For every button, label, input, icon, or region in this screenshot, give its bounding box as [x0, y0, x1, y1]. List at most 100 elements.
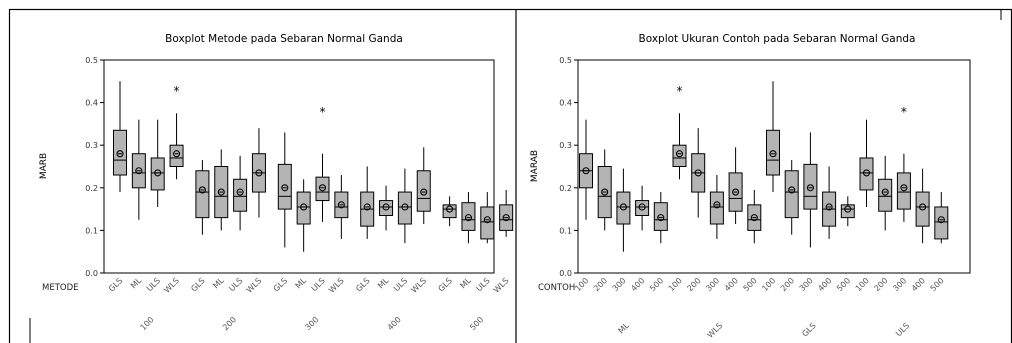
mean-symbol: [382, 203, 390, 211]
y-tick-label: 0.1: [85, 226, 98, 235]
y-tick-label: 0.2: [559, 184, 572, 193]
box: [840, 204, 855, 219]
x-tick-label: ML: [376, 276, 391, 291]
x-tick-label: 400: [629, 276, 646, 293]
x-tick-label: 200: [685, 276, 702, 293]
box: [416, 170, 431, 212]
x-tick-label: WLS: [327, 276, 346, 295]
mean-symbol: [862, 169, 871, 177]
mean-symbol: [844, 205, 852, 213]
x-tick-label: ML: [458, 276, 473, 291]
box: [195, 170, 210, 219]
x-tick-label: WLS: [492, 276, 511, 295]
group-label: GLS: [800, 321, 817, 338]
x-tick-label: ULS: [310, 276, 327, 293]
box: [803, 163, 818, 210]
group-label: ML: [616, 321, 631, 336]
x-tick-label: ML: [294, 276, 309, 291]
mean-symbol: [900, 184, 908, 192]
mean-symbol: [657, 214, 665, 222]
box: [766, 129, 780, 176]
mean-symbol: [363, 203, 371, 211]
x-tick-label: 200: [779, 276, 796, 293]
chart-title: Boxplot Ukuran Contoh pada Sebaran Norma…: [639, 33, 916, 45]
y-tick-label: 0.4: [559, 99, 572, 108]
mean-symbol: [601, 188, 609, 196]
x-tick-label: 300: [891, 276, 908, 293]
x-tick-label: 300: [611, 276, 628, 293]
x-tick-label: 500: [648, 276, 665, 293]
mean-symbol: [919, 203, 927, 211]
group-label: WLS: [706, 321, 725, 340]
mean-symbol: [825, 203, 833, 211]
mean-symbol: [713, 201, 721, 209]
outlier-marker: *: [901, 105, 907, 119]
mean-symbol: [638, 203, 646, 211]
mean-symbol: [464, 214, 473, 222]
x-tick-label: WLS: [245, 276, 264, 295]
mean-symbol: [217, 188, 225, 196]
mean-symbol: [750, 214, 758, 222]
outlier-marker: *: [677, 84, 683, 98]
mean-symbol: [116, 150, 124, 158]
plot-area: [103, 59, 495, 274]
mean-symbol: [236, 188, 244, 196]
x-tick-label: ULS: [392, 276, 409, 293]
x-tick-label: GLS: [272, 276, 289, 293]
mean-symbol: [937, 216, 945, 224]
mean-symbol: [881, 188, 889, 196]
mean-symbol: [446, 205, 454, 213]
mean-symbol: [675, 150, 684, 158]
x-tick-label: 300: [798, 276, 815, 293]
box: [315, 176, 330, 202]
mean-symbol: [173, 150, 181, 158]
y-tick-label: 0.0: [559, 269, 572, 278]
group-label: ULS: [894, 321, 911, 338]
box: [379, 200, 394, 216]
mean-symbol: [769, 150, 777, 158]
x-tick-label: GLS: [354, 276, 371, 293]
row-header: METODE: [42, 283, 79, 293]
group-label: 500: [468, 315, 485, 332]
y-tick-label: 0.1: [559, 226, 572, 235]
box: [169, 144, 184, 167]
chart-metode: Boxplot Metode pada Sebaran Normal Ganda…: [39, 33, 514, 332]
y-axis-label: MARB: [39, 153, 49, 179]
mean-symbol: [619, 203, 627, 211]
x-tick-label: 100: [667, 276, 684, 293]
box: [784, 170, 799, 219]
mean-symbol: [502, 214, 510, 222]
y-axis-label: MARAB: [530, 150, 540, 182]
x-tick-label: 400: [816, 276, 833, 293]
x-tick-label: 100: [854, 276, 871, 293]
box: [672, 144, 687, 167]
mean-symbol: [255, 169, 263, 177]
x-tick-label: 100: [573, 276, 590, 293]
x-tick-label: ULS: [227, 276, 244, 293]
x-tick-label: 400: [910, 276, 927, 293]
group-label: 400: [386, 315, 403, 332]
x-tick-label: WLS: [162, 276, 181, 295]
outlier-marker: *: [174, 84, 180, 98]
mean-symbol: [281, 184, 289, 192]
x-tick-label: 200: [592, 276, 609, 293]
y-tick-label: 0.3: [85, 141, 98, 150]
x-tick-label: 500: [742, 276, 759, 293]
x-tick-label: ML: [129, 276, 144, 291]
group-label: 200: [221, 315, 238, 332]
x-tick-label: ULS: [474, 276, 491, 293]
y-tick-label: 0.2: [85, 184, 98, 193]
x-tick-label: ML: [211, 276, 226, 291]
mean-symbol: [806, 184, 814, 192]
mean-symbol: [198, 186, 206, 194]
box: [442, 204, 457, 219]
y-tick-label: 0.5: [559, 56, 572, 65]
box: [277, 163, 292, 210]
group-label: 100: [139, 315, 156, 332]
y-tick-label: 0.4: [85, 99, 98, 108]
box: [635, 200, 650, 216]
x-tick-label: 200: [872, 276, 889, 293]
x-tick-label: WLS: [409, 276, 428, 295]
mean-symbol: [732, 188, 740, 196]
